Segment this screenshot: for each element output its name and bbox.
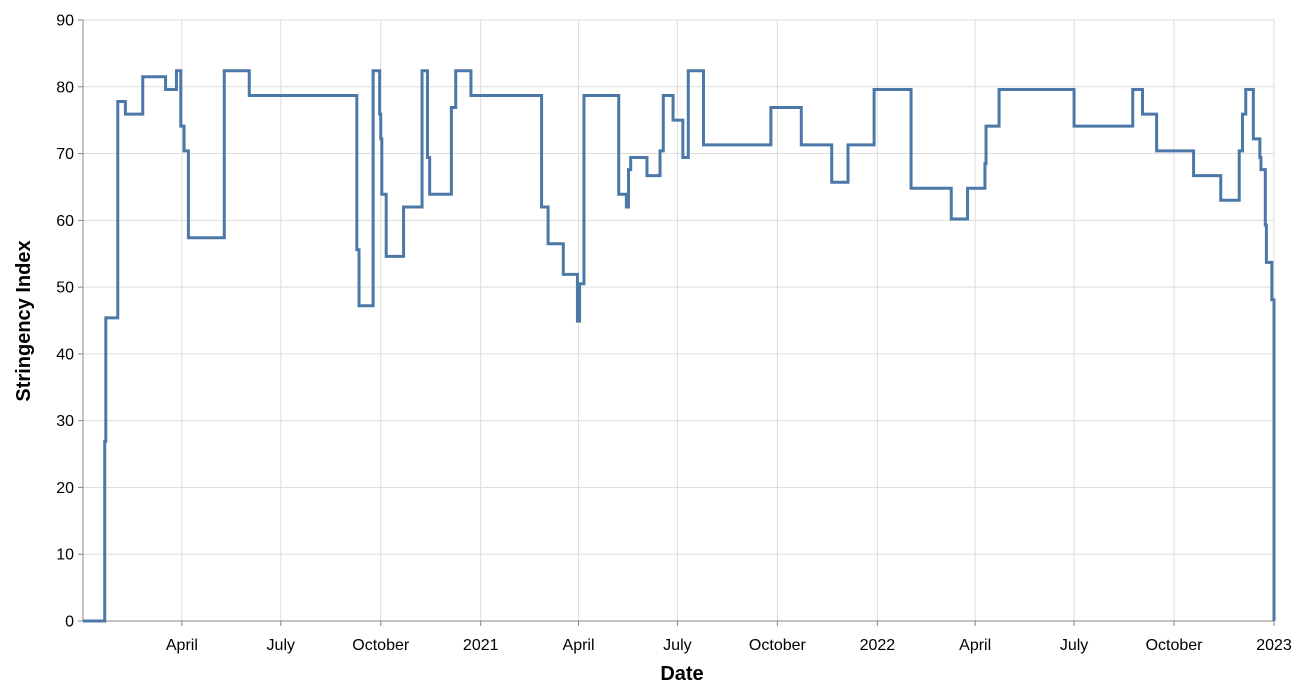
x-tick-label: April bbox=[959, 637, 991, 654]
x-axis-title: Date bbox=[660, 663, 703, 685]
y-tick-label: 80 bbox=[56, 79, 74, 96]
x-tick-label: July bbox=[663, 637, 691, 654]
x-tick-label: 2023 bbox=[1256, 637, 1292, 654]
x-tick-label: 2021 bbox=[463, 637, 499, 654]
y-tick-label: 70 bbox=[56, 146, 74, 163]
y-tick-label: 10 bbox=[56, 547, 74, 564]
x-tick-label: October bbox=[749, 637, 807, 654]
x-tick-label: October bbox=[1146, 637, 1204, 654]
x-tick-label: July bbox=[267, 637, 295, 654]
x-tick-label: July bbox=[1060, 637, 1088, 654]
y-tick-label: 0 bbox=[65, 614, 74, 631]
y-tick-label: 50 bbox=[56, 280, 74, 297]
x-axis: April July October 2021 April July October 2022… bbox=[83, 620, 1292, 654]
x-tick-label: October bbox=[352, 637, 410, 654]
y-axis: 0 10 20 30 40 50 60 70 80 90 bbox=[56, 13, 84, 631]
y-axis-title: Stringency Index bbox=[13, 240, 35, 401]
y-tick-label: 60 bbox=[56, 213, 74, 230]
x-tick-label: April bbox=[563, 637, 595, 654]
x-tick-label: 2022 bbox=[860, 637, 896, 654]
series-line bbox=[83, 69, 1276, 623]
x-tick-label: April bbox=[166, 637, 198, 654]
y-tick-label: 40 bbox=[56, 346, 74, 363]
y-tick-label: 20 bbox=[56, 480, 74, 497]
y-tick-label: 90 bbox=[56, 13, 74, 30]
grid bbox=[83, 19, 1275, 622]
y-tick-label: 30 bbox=[56, 413, 74, 430]
